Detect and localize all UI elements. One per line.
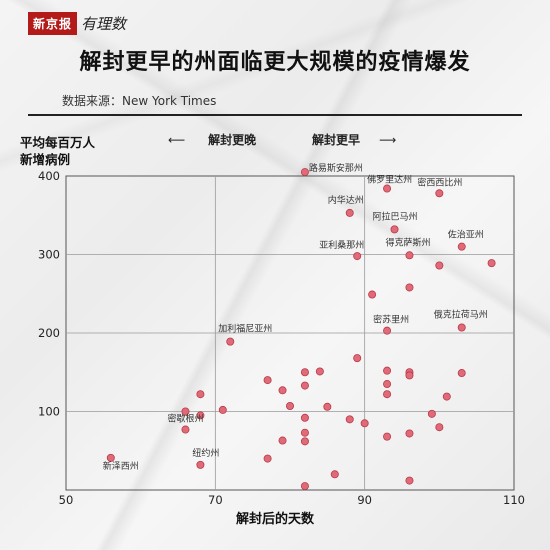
x-tick-label: 70: [208, 493, 223, 507]
x-axis-label: 解封后的天数: [235, 512, 314, 527]
data-point: [383, 184, 392, 193]
x-tick-label: 90: [357, 493, 372, 507]
point-label: 加利福尼亚州: [218, 323, 272, 335]
x-tick-label: 50: [59, 493, 74, 507]
data-point: [278, 436, 287, 445]
data-point: [300, 482, 309, 491]
arrow-right-icon: ⟶: [379, 133, 397, 147]
data-point: [300, 168, 309, 177]
data-point: [300, 381, 309, 390]
data-point: [263, 376, 272, 385]
point-label: 亚利桑那州: [319, 239, 364, 251]
data-source: 数据来源：New York Times: [62, 94, 217, 108]
data-point: [390, 225, 399, 234]
data-point: [218, 405, 227, 414]
data-point: [106, 453, 115, 462]
data-point: [383, 432, 392, 441]
data-point: [196, 460, 205, 469]
earlier-reopen-label: 解封更早: [312, 133, 361, 147]
later-reopen-label: 解封更晚: [208, 133, 257, 147]
x-tick-label: 110: [503, 493, 525, 507]
y-tick-label: 100: [38, 405, 60, 419]
data-point: [300, 437, 309, 446]
data-point: [405, 476, 414, 485]
data-point: [345, 415, 354, 424]
data-point: [383, 380, 392, 389]
y-axis-label: 平均每百万人 新增病例: [20, 134, 95, 168]
point-label: 密歇根州: [167, 413, 203, 425]
point-label: 俄克拉荷马州: [434, 309, 488, 321]
data-point: [181, 425, 190, 434]
data-point: [196, 411, 205, 420]
point-label: 内华达州: [328, 194, 364, 206]
data-point: [196, 390, 205, 399]
y-tick-label: 400: [38, 169, 60, 183]
brand-sub: 有理数: [81, 15, 127, 33]
earlier-reopen-note: 解封更早 ⟶: [312, 131, 396, 148]
arrow-left-icon: ⟵: [168, 133, 186, 147]
y-axis-label-line-1: 平均每百万人: [20, 135, 96, 150]
data-point: [435, 189, 444, 198]
data-point: [405, 283, 414, 292]
data-point: [300, 428, 309, 437]
data-point: [427, 409, 436, 418]
data-point: [330, 470, 339, 479]
data-point: [226, 337, 235, 346]
y-axis-label-line-2: 新增病例: [20, 152, 71, 167]
data-point: [383, 326, 392, 335]
data-point: [457, 323, 466, 332]
data-point: [405, 371, 414, 380]
chart-title: 解封更早的州面临更大规模的疫情爆发: [79, 50, 471, 75]
data-point: [405, 429, 414, 438]
data-point: [457, 369, 466, 378]
point-label: 新泽西州: [103, 460, 139, 472]
point-label: 佛罗里达州: [367, 174, 412, 186]
data-point: [323, 402, 332, 411]
title-divider: [28, 114, 522, 116]
data-point: [435, 423, 444, 432]
data-point: [278, 386, 287, 395]
data-point: [457, 242, 466, 251]
brand-name: 新京报: [28, 12, 78, 35]
data-point: [300, 413, 309, 422]
data-point: [383, 390, 392, 399]
brand-logo: 新京报 有理数: [28, 12, 126, 35]
point-label: 佐治亚州: [448, 229, 484, 241]
data-point: [263, 454, 272, 463]
data-point: [353, 354, 362, 363]
point-label: 阿拉巴马州: [373, 210, 418, 222]
point-label: 密苏里州: [373, 314, 409, 326]
point-label: 密西西比州: [417, 176, 462, 188]
data-point: [368, 290, 377, 299]
data-point: [353, 252, 362, 261]
y-tick-label: 200: [38, 326, 60, 340]
data-point: [405, 251, 414, 260]
data-point: [435, 261, 444, 270]
point-label: 得克萨斯州: [385, 236, 430, 248]
data-point: [285, 402, 294, 411]
y-tick-label: 300: [38, 248, 60, 262]
data-point: [487, 259, 496, 268]
data-point: [315, 367, 324, 376]
data-point: [442, 392, 451, 401]
point-label: 纽约州: [192, 447, 219, 459]
data-point: [360, 419, 369, 428]
later-reopen-note: ⟵ 解封更晚: [168, 131, 256, 148]
data-point: [345, 208, 354, 217]
data-point: [300, 368, 309, 377]
point-label: 路易斯安那州: [309, 162, 363, 174]
data-point: [181, 407, 190, 416]
data-point: [383, 366, 392, 375]
